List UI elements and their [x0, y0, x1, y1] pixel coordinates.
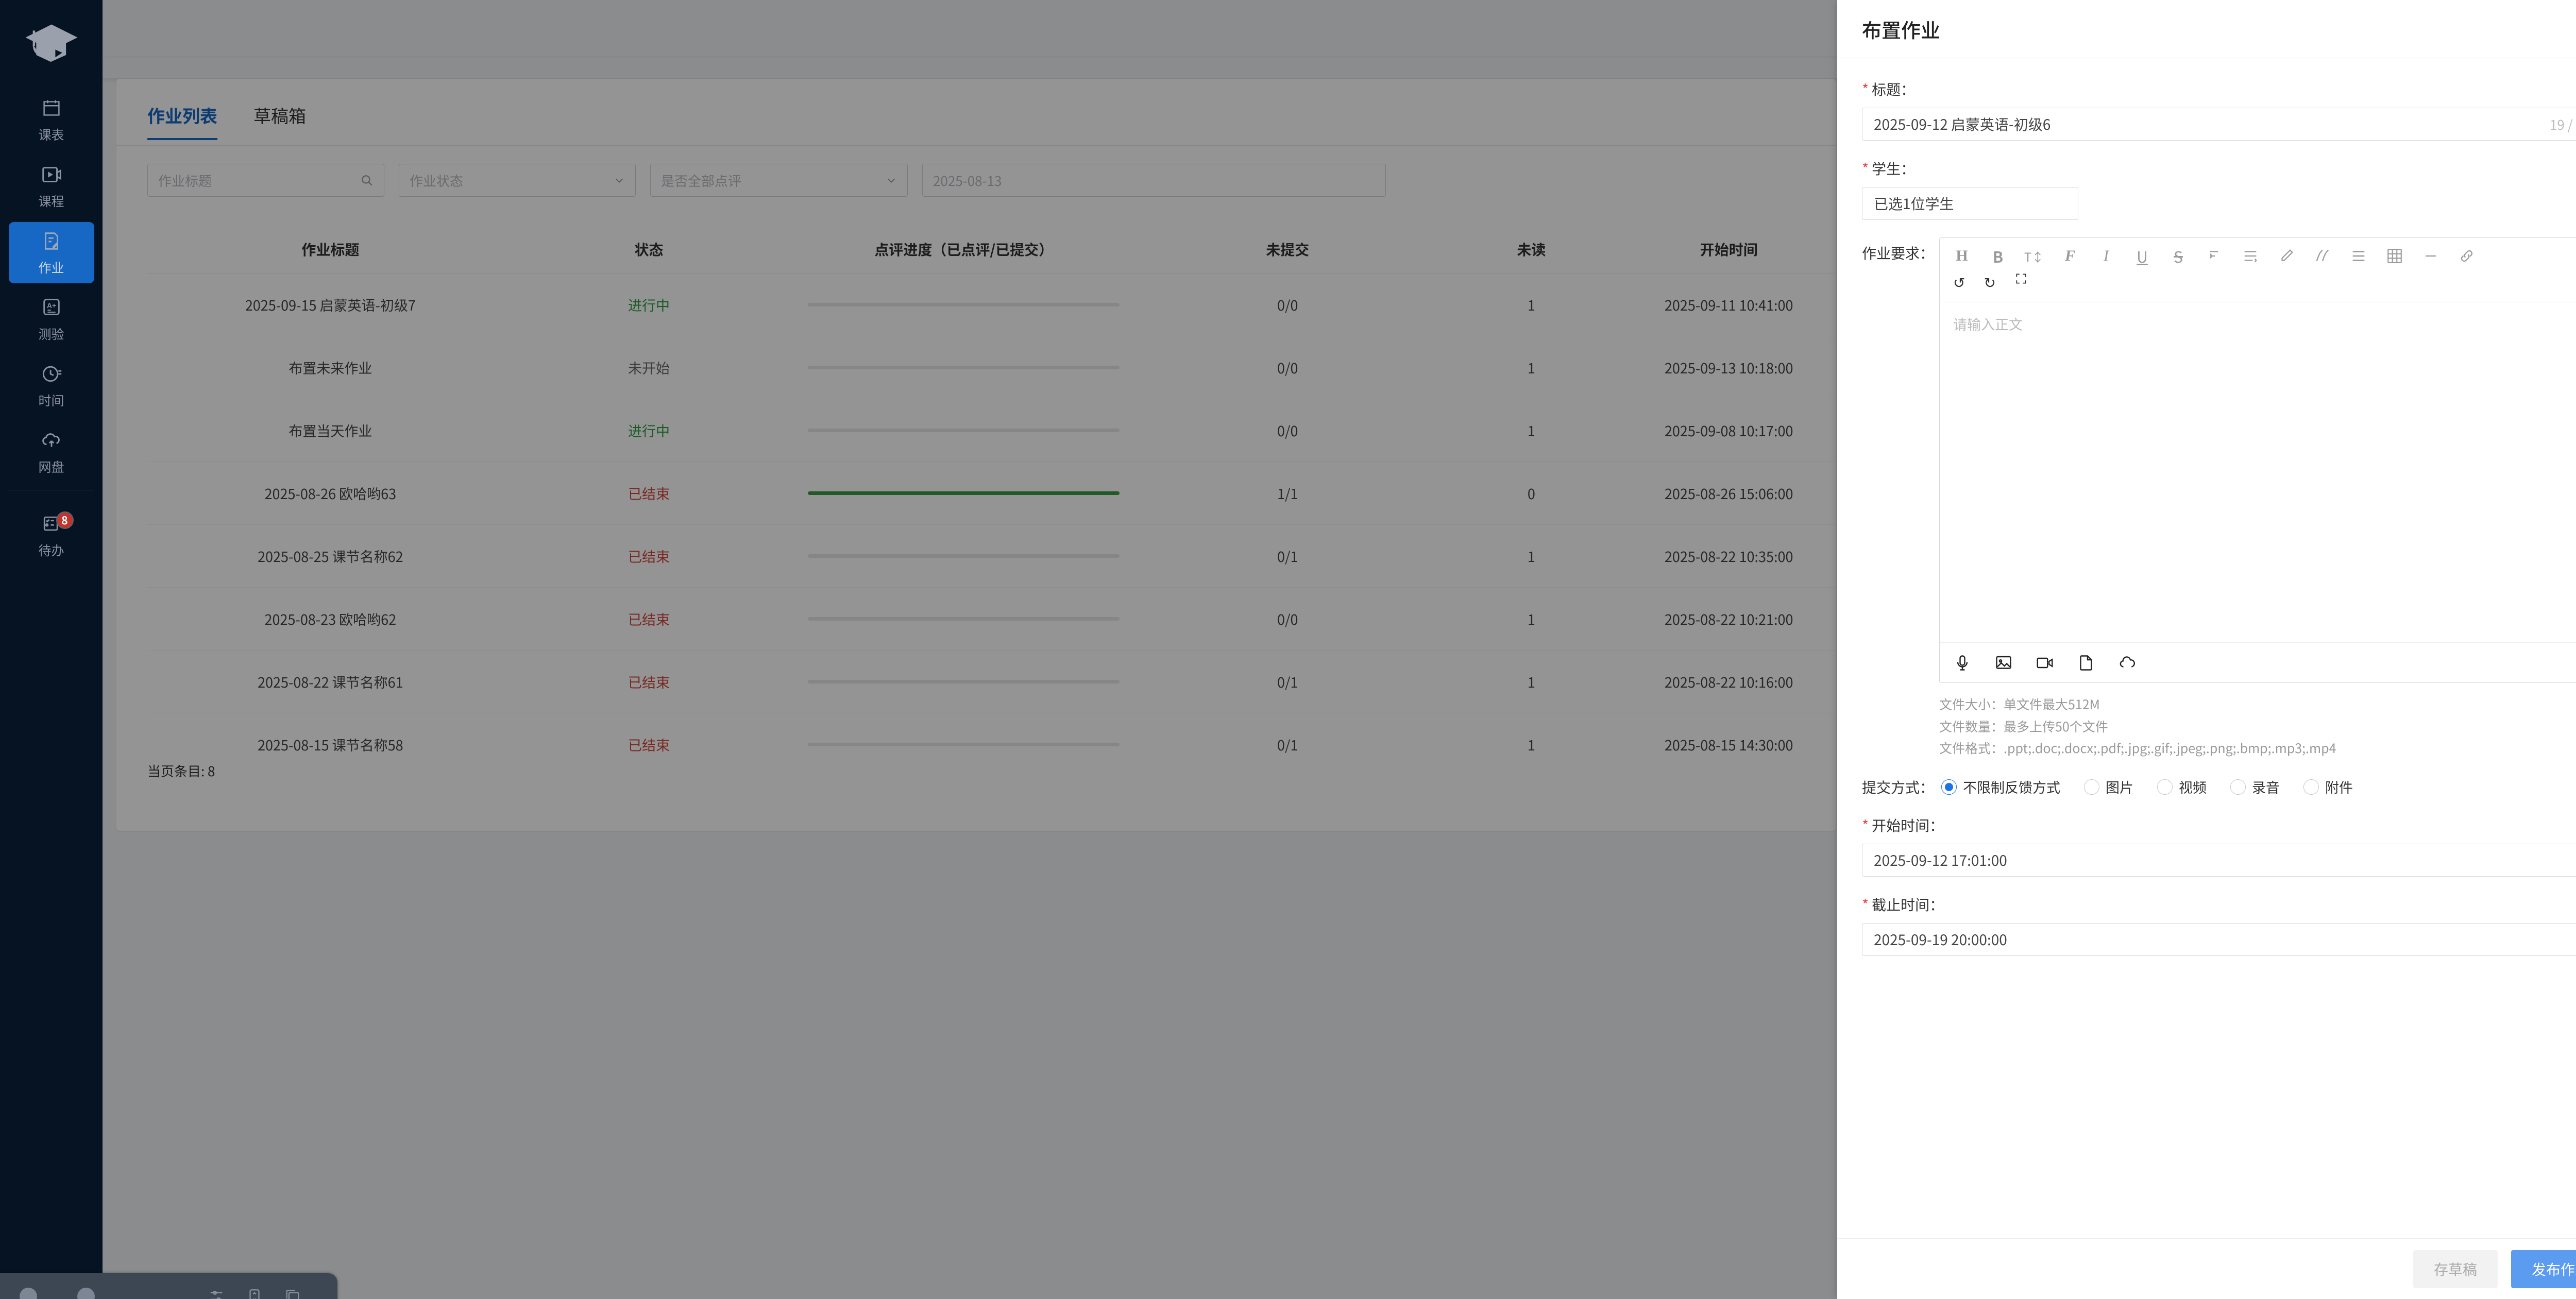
svg-text:A+: A+ [46, 302, 56, 310]
